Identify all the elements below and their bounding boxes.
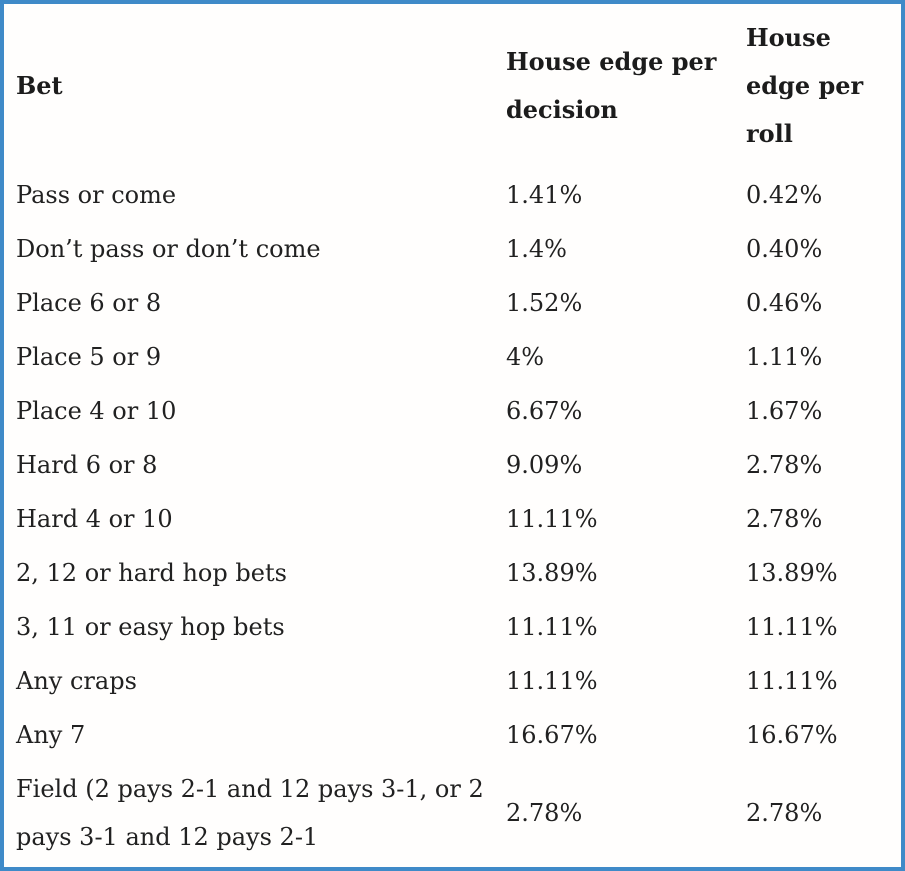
header-row: Bet House edge per decision House edge p… <box>4 4 901 168</box>
table-row: Any 7 16.67% 16.67% <box>4 708 901 762</box>
table-row: Place 5 or 9 4% 1.11% <box>4 330 901 384</box>
house-edge-per-roll-cell: 1.67% <box>746 397 823 425</box>
table-body: Pass or come 1.41% 0.42% Don’t pass or d… <box>4 168 901 867</box>
house-edge-per-decision-cell: 13.89% <box>506 559 598 587</box>
bet-name-cell: Place 6 or 8 <box>16 289 162 317</box>
house-edge-per-decision-cell: 5.56% <box>506 864 746 867</box>
table-row: Any craps 11.11% 11.11% <box>4 654 901 708</box>
house-edge-table: Bet House edge per decision House edge p… <box>4 4 901 867</box>
house-edge-per-decision-cell: 11.11% <box>506 667 598 695</box>
table-row: Hard 4 or 10 11.11% 2.78% <box>4 492 901 546</box>
bet-name-cell: Field (2 pays 2-1 and 12 pays 3-1, or 2 … <box>16 775 484 851</box>
bet-name-cell: Place 5 or 9 <box>16 343 162 371</box>
house-edge-per-roll-cell: 16.67% <box>746 721 838 749</box>
house-edge-per-decision-cell: 16.67% <box>506 721 598 749</box>
house-edge-per-roll-cell: 5.56% <box>746 864 901 867</box>
bet-name-cell: Field (2 and 12 both pay2-1) <box>4 864 506 867</box>
bet-name-cell: Any 7 <box>16 721 86 749</box>
column-header-house-edge-per-decision: House edge per decision <box>506 47 717 124</box>
house-edge-per-roll-cell: 11.11% <box>746 667 838 695</box>
column-header-bet: Bet <box>16 71 63 100</box>
house-edge-per-roll-cell: 2.78% <box>746 505 823 533</box>
table-row: Field (2 and 12 both pay2-1) 5.56% 5.56% <box>4 864 901 867</box>
house-edge-per-roll-cell: 1.11% <box>746 343 823 371</box>
column-header-house-edge-per-roll: House edge per roll <box>746 23 864 148</box>
house-edge-per-roll-cell: 2.78% <box>746 799 823 827</box>
house-edge-per-roll-cell: 11.11% <box>746 613 838 641</box>
house-edge-per-roll-cell: 0.42% <box>746 181 823 209</box>
bet-name-cell: Pass or come <box>16 181 177 209</box>
house-edge-per-decision-cell: 11.11% <box>506 505 598 533</box>
table-row: Place 6 or 8 1.52% 0.46% <box>4 276 901 330</box>
table-row: 3, 11 or easy hop bets 11.11% 11.11% <box>4 600 901 654</box>
house-edge-per-decision-cell: 6.67% <box>506 397 583 425</box>
house-edge-per-decision-cell: 1.52% <box>506 289 583 317</box>
house-edge-per-roll-cell: 0.46% <box>746 289 823 317</box>
table-row: Field (2 pays 2-1 and 12 pays 3-1, or 2 … <box>4 762 901 864</box>
bet-name-cell: Hard 4 or 10 <box>16 505 173 533</box>
table-row: Don’t pass or don’t come 1.4% 0.40% <box>4 222 901 276</box>
house-edge-per-decision-cell: 11.11% <box>506 613 598 641</box>
bet-name-cell: Don’t pass or don’t come <box>16 235 321 263</box>
house-edge-per-roll-cell: 0.40% <box>746 235 823 263</box>
bet-name-cell: 3, 11 or easy hop bets <box>16 613 285 641</box>
house-edge-per-decision-cell: 1.4% <box>506 235 567 263</box>
house-edge-per-decision-cell: 1.41% <box>506 181 583 209</box>
table-row: Pass or come 1.41% 0.42% <box>4 168 901 222</box>
bet-name-cell: Place 4 or 10 <box>16 397 177 425</box>
house-edge-per-roll-cell: 13.89% <box>746 559 838 587</box>
bet-name-cell: 2, 12 or hard hop bets <box>16 559 287 587</box>
table-row: Hard 6 or 8 9.09% 2.78% <box>4 438 901 492</box>
house-edge-per-decision-cell: 9.09% <box>506 451 583 479</box>
house-edge-per-decision-cell: 4% <box>506 343 545 371</box>
house-edge-per-decision-cell: 2.78% <box>506 799 583 827</box>
bet-name-cell: Any craps <box>16 667 137 695</box>
house-edge-per-roll-cell: 2.78% <box>746 451 823 479</box>
bet-name-cell: Hard 6 or 8 <box>16 451 158 479</box>
table-row: Place 4 or 10 6.67% 1.67% <box>4 384 901 438</box>
table-row: 2, 12 or hard hop bets 13.89% 13.89% <box>4 546 901 600</box>
